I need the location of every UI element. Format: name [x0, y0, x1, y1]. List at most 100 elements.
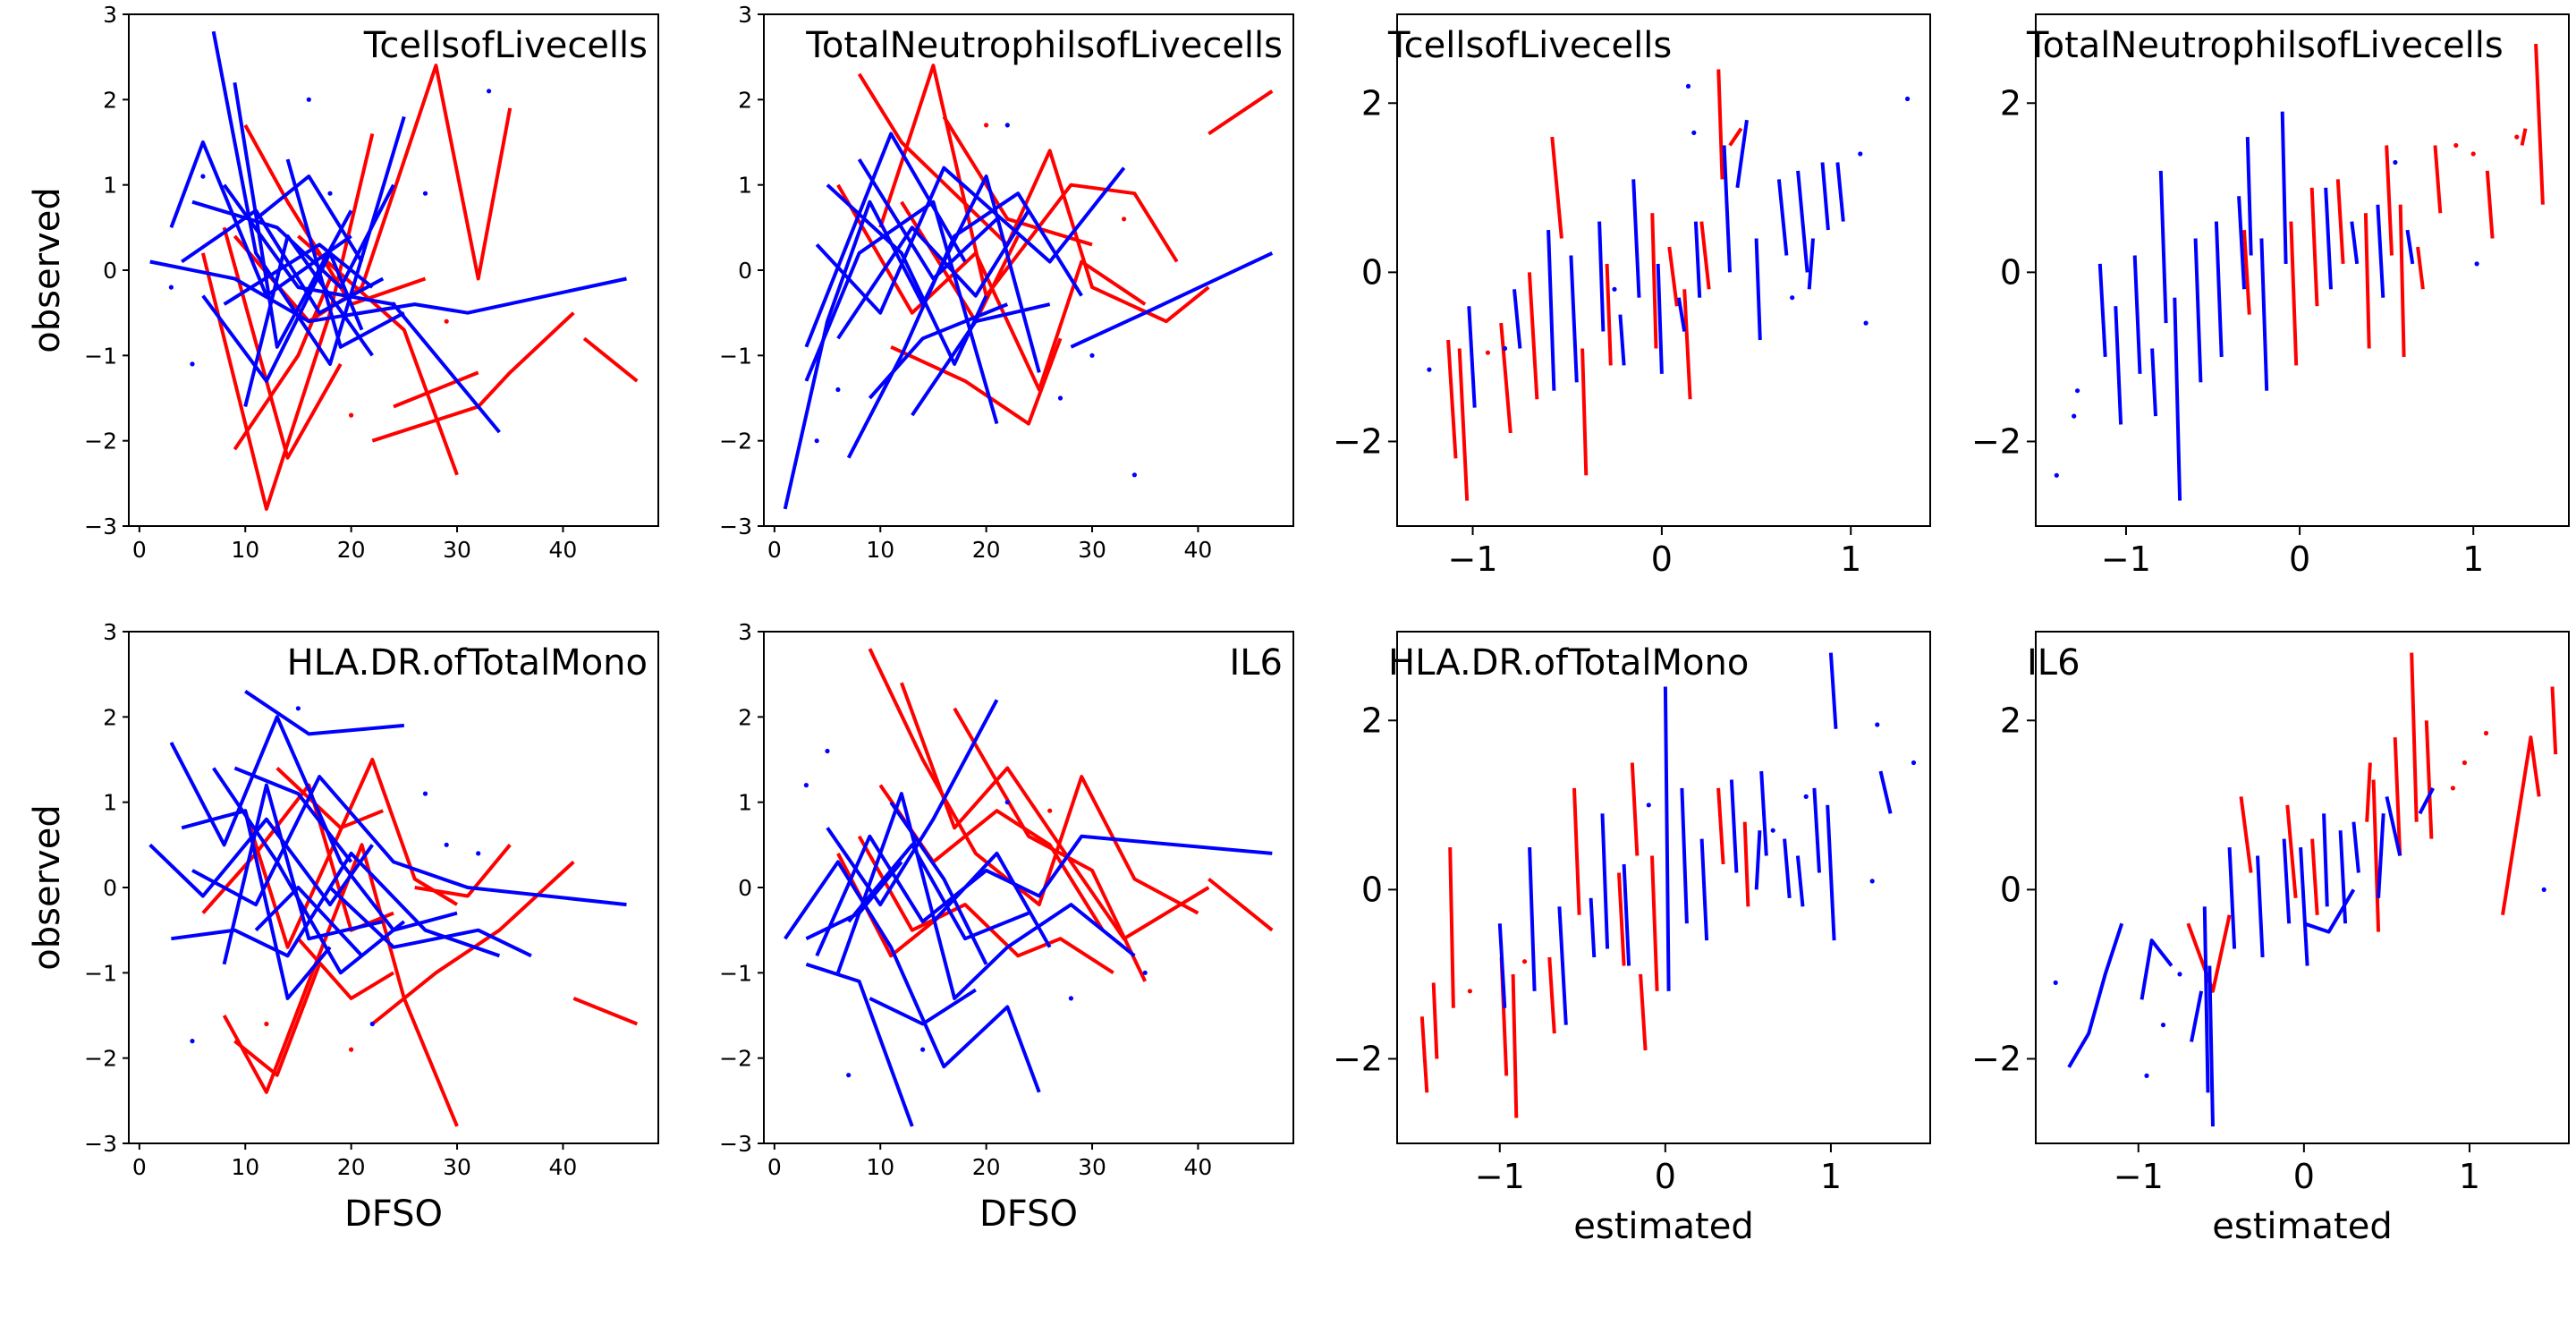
- series-line-red: [1728, 127, 1743, 147]
- series-line-blue: [1754, 830, 1762, 890]
- data-point-red: [2450, 786, 2455, 791]
- series-line-blue: [1828, 652, 1838, 729]
- series-line-red: [582, 336, 639, 383]
- y-tick-label: −2: [1333, 1039, 1383, 1078]
- series-line-red: [2335, 179, 2345, 265]
- x-tick-label: 30: [443, 1154, 471, 1180]
- series-line-red: [233, 64, 513, 324]
- panel-title: IL6: [1229, 642, 1283, 684]
- x-tick-label: 10: [231, 537, 259, 563]
- series-line-blue: [1467, 306, 1477, 408]
- x-tick-label: 40: [549, 1154, 578, 1180]
- data-point-blue: [1691, 130, 1697, 135]
- y-tick-label: 3: [103, 2, 117, 28]
- data-point-blue: [391, 302, 396, 307]
- y-tick-label: 1: [103, 790, 117, 816]
- series-line-red: [1550, 136, 1563, 239]
- y-tick-label: −2: [84, 1046, 117, 1072]
- series-line-blue: [2350, 221, 2360, 265]
- data-point-red: [349, 412, 354, 418]
- data-point-red: [2453, 142, 2459, 149]
- series-line-blue: [2173, 297, 2182, 501]
- series-line-blue: [1631, 179, 1641, 298]
- data-point-blue: [1869, 879, 1875, 884]
- x-tick-label: 0: [1655, 1157, 1676, 1196]
- series-line-blue: [2214, 221, 2224, 357]
- series-line-blue: [836, 209, 1030, 340]
- series-line-blue: [1776, 179, 1789, 256]
- x-tick-label: −1: [2101, 539, 2151, 579]
- x-axis-label: estimated: [2212, 1206, 2392, 1247]
- series-line-red: [1667, 246, 1679, 307]
- y-tick-label: −1: [719, 343, 752, 369]
- data-point-blue: [2072, 413, 2077, 419]
- series-line-blue: [2114, 306, 2123, 425]
- series-line-blue: [2418, 786, 2435, 815]
- series-line-red: [2385, 145, 2394, 256]
- series-line-blue: [815, 166, 1126, 315]
- series-line-red: [890, 337, 1063, 426]
- series-line-blue: [2377, 813, 2385, 898]
- data-point-blue: [487, 89, 492, 94]
- series-line-red: [2398, 204, 2406, 357]
- y-tick-label: −1: [719, 960, 752, 986]
- series-line-blue: [1528, 847, 1537, 991]
- x-tick-label: 0: [767, 1154, 782, 1180]
- data-point-blue: [1089, 352, 1095, 358]
- series-line-blue: [804, 200, 999, 425]
- y-tick-label: 2: [2000, 83, 2021, 123]
- x-tick-label: 40: [1184, 537, 1213, 563]
- data-point-red: [2483, 730, 2489, 736]
- x-tick-label: 0: [2289, 539, 2310, 579]
- x-tick-label: 0: [132, 1154, 147, 1180]
- series-line-blue: [1589, 897, 1597, 958]
- series-line-red: [1419, 1016, 1429, 1093]
- data-point-blue: [1911, 760, 1917, 766]
- series-line-blue: [1618, 314, 1626, 366]
- series-line-blue: [1497, 923, 1507, 1008]
- y-tick-label: 2: [103, 704, 117, 730]
- series-line-blue: [804, 132, 967, 348]
- series-line-red: [2424, 720, 2434, 839]
- data-point-blue: [920, 1047, 926, 1052]
- series-line-red: [2393, 737, 2402, 856]
- y-tick-label: 2: [1361, 83, 1383, 123]
- series-line-red: [953, 707, 1148, 982]
- series-line-blue: [826, 699, 999, 907]
- series-line-blue: [868, 302, 1009, 400]
- data-point-blue: [2144, 1073, 2149, 1078]
- series-line-blue: [191, 775, 627, 907]
- series-line-red: [572, 997, 639, 1026]
- series-line-blue: [2376, 204, 2385, 298]
- series-line-red: [1431, 982, 1439, 1059]
- series-line-blue: [181, 809, 332, 1000]
- series-line-blue: [1759, 770, 1768, 856]
- panel-title: TotalNeutrophilsofLivecells: [805, 25, 1283, 66]
- y-tick-label: −3: [84, 1131, 117, 1157]
- series-line-blue: [201, 251, 364, 383]
- series-line-blue: [222, 783, 384, 965]
- y-tick-label: 2: [738, 87, 752, 113]
- series-line-red: [2242, 229, 2251, 315]
- data-point-blue: [2541, 887, 2546, 893]
- y-tick-label: −3: [719, 514, 752, 539]
- series-line-red: [371, 311, 575, 443]
- series-line-blue: [1676, 297, 1687, 332]
- series-line-red: [2501, 735, 2541, 916]
- series-line-red: [1572, 787, 1581, 915]
- x-tick-label: 40: [1184, 1154, 1213, 1180]
- series-line-blue: [1820, 162, 1830, 231]
- series-line-red: [2365, 762, 2372, 822]
- axes-frame: [2035, 631, 2570, 1144]
- series-line-red: [2285, 804, 2298, 898]
- data-point-blue: [306, 97, 311, 102]
- series-line-red: [275, 767, 384, 830]
- data-point-red: [2514, 134, 2520, 140]
- data-point-blue: [190, 1039, 195, 1044]
- x-tick-label: 1: [1820, 1157, 1842, 1196]
- axes-frame: [763, 13, 1294, 527]
- series-line-red: [878, 64, 1179, 298]
